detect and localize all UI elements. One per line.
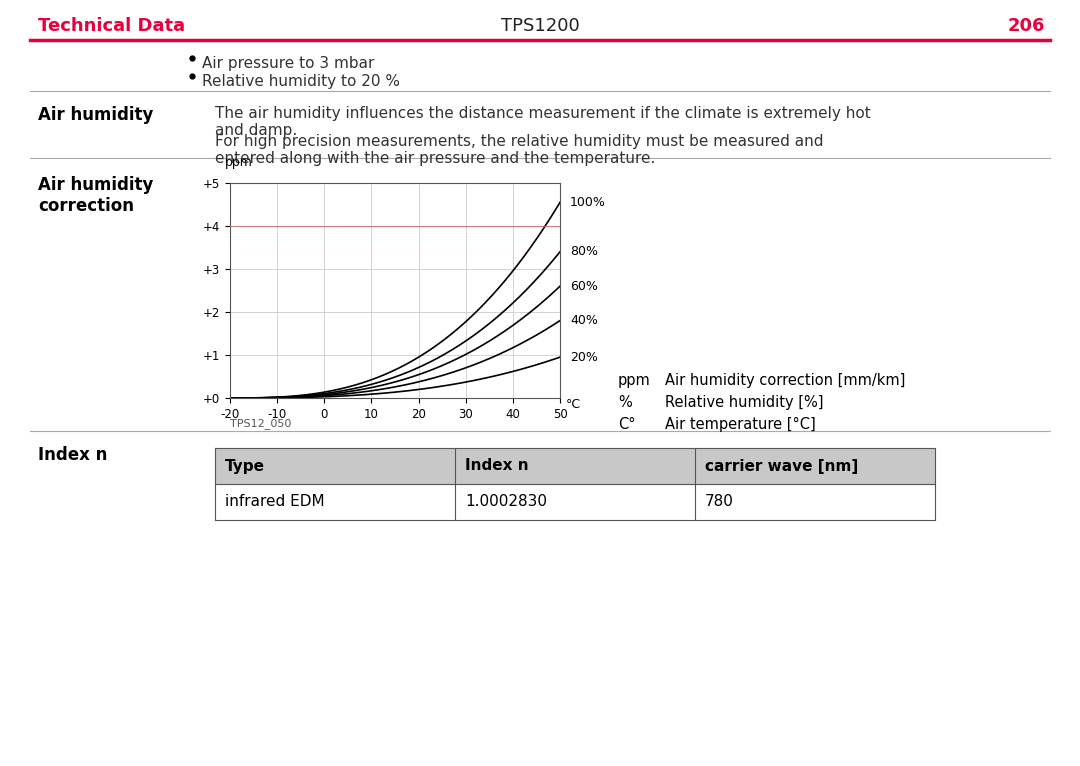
Text: ppm: ppm (618, 373, 651, 388)
Text: 20%: 20% (570, 351, 598, 364)
Text: TPS1200: TPS1200 (501, 17, 579, 35)
Text: For high precision measurements, the relative humidity must be measured and
ente: For high precision measurements, the rel… (215, 134, 824, 166)
Text: 60%: 60% (570, 280, 598, 293)
Text: The air humidity influences the distance measurement if the climate is extremely: The air humidity influences the distance… (215, 106, 870, 139)
Text: infrared EDM: infrared EDM (225, 495, 325, 509)
Text: 40%: 40% (570, 314, 598, 327)
Text: Air temperature [°C]: Air temperature [°C] (665, 417, 815, 432)
Text: Type: Type (225, 459, 265, 473)
Text: Index n: Index n (38, 446, 107, 464)
Text: ppm: ppm (225, 156, 253, 169)
Text: °C: °C (566, 398, 581, 411)
Text: Relative humidity to 20 %: Relative humidity to 20 % (202, 74, 400, 89)
Text: Relative humidity [%]: Relative humidity [%] (665, 395, 824, 410)
Text: Air pressure to 3 mbar: Air pressure to 3 mbar (202, 56, 375, 71)
Text: Technical Data: Technical Data (38, 17, 185, 35)
Text: Air humidity: Air humidity (38, 106, 153, 124)
Bar (455, 448, 696, 484)
Text: 1.0002830: 1.0002830 (465, 495, 546, 509)
Text: carrier wave [nm]: carrier wave [nm] (705, 459, 859, 473)
Bar (215, 448, 455, 484)
Text: 780: 780 (705, 495, 734, 509)
Text: TPS12_050: TPS12_050 (230, 418, 292, 429)
Bar (455, 484, 696, 520)
Bar (215, 484, 455, 520)
Text: %: % (618, 395, 632, 410)
Text: C°: C° (618, 417, 635, 432)
Text: Index n: Index n (465, 459, 528, 473)
Text: Air humidity
correction: Air humidity correction (38, 176, 153, 214)
Text: 80%: 80% (570, 245, 598, 258)
Bar (696, 484, 935, 520)
Text: 206: 206 (1008, 17, 1045, 35)
Text: Air humidity correction [mm/km]: Air humidity correction [mm/km] (665, 373, 905, 388)
Bar (696, 448, 935, 484)
Text: 100%: 100% (570, 196, 606, 209)
